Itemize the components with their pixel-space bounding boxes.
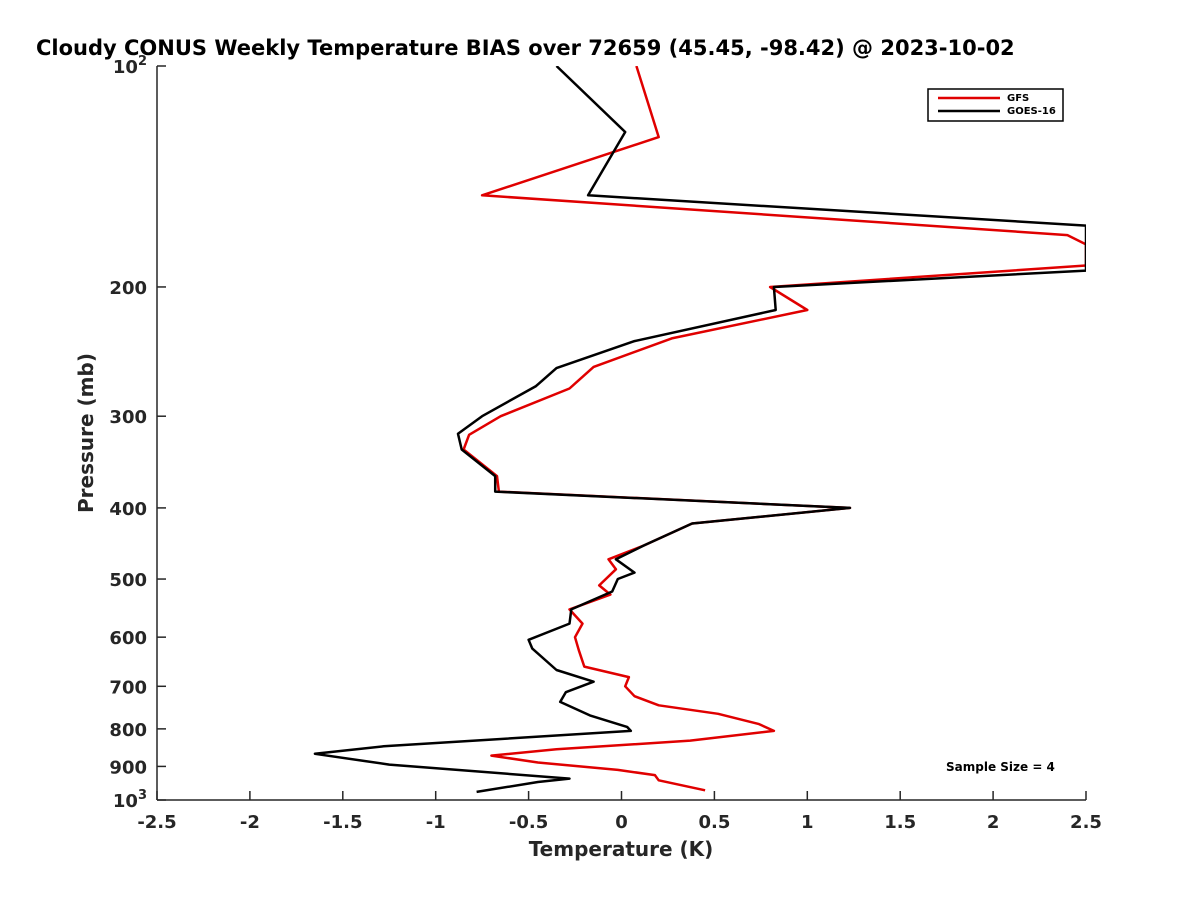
y-tick-label: 500 [109, 570, 147, 591]
y-axis-ticks: 102 200 300 400 500 600 700 800 900 103 [109, 54, 166, 812]
x-tick-label: 0 [615, 812, 628, 833]
y-tick-label: 800 [109, 720, 147, 741]
legend-label-gfs: GFS [1007, 93, 1029, 104]
y-tick-label: 400 [109, 499, 147, 520]
y-tick-label: 300 [109, 407, 147, 428]
x-tick-label: 1.5 [884, 812, 916, 833]
y-axis-title: Pressure (mb) [74, 353, 98, 513]
x-axis-title: Temperature (K) [529, 837, 714, 861]
x-tick-label: -2.5 [137, 812, 176, 833]
x-tick-label: 2 [987, 812, 1000, 833]
series-line-goes-16 [313, 66, 1086, 794]
y-tick-label: 200 [109, 278, 147, 299]
x-tick-label: 1 [801, 812, 814, 833]
axes-layer [156, 66, 1086, 801]
x-tick-label: 0.5 [698, 812, 730, 833]
x-tick-label: 2.5 [1070, 812, 1102, 833]
x-tick-label: -2 [240, 812, 260, 833]
sample-size-annotation: Sample Size = 4 [946, 760, 1055, 774]
x-tick-label: -0.5 [509, 812, 548, 833]
y-tick-label: 103 [113, 788, 147, 812]
y-tick-label: 700 [109, 677, 147, 698]
legend-box [927, 88, 1064, 122]
x-axis-ticks: -2.5 -2 -1.5 -1 -0.5 0 0.5 1 1.5 2 2.5 [137, 791, 1102, 833]
series-line-gfs [462, 66, 1086, 792]
legend-label-goes-16: GOES-16 [1007, 106, 1056, 117]
y-tick-label: 600 [109, 628, 147, 649]
series-layer [313, 66, 1086, 794]
y-tick-label: 102 [113, 54, 147, 78]
legend: GFS GOES-16 [927, 88, 1064, 122]
chart-title: Cloudy CONUS Weekly Temperature BIAS ove… [36, 36, 1015, 60]
x-tick-label: -1 [426, 812, 446, 833]
y-tick-label: 900 [109, 757, 147, 778]
x-tick-label: -1.5 [323, 812, 362, 833]
